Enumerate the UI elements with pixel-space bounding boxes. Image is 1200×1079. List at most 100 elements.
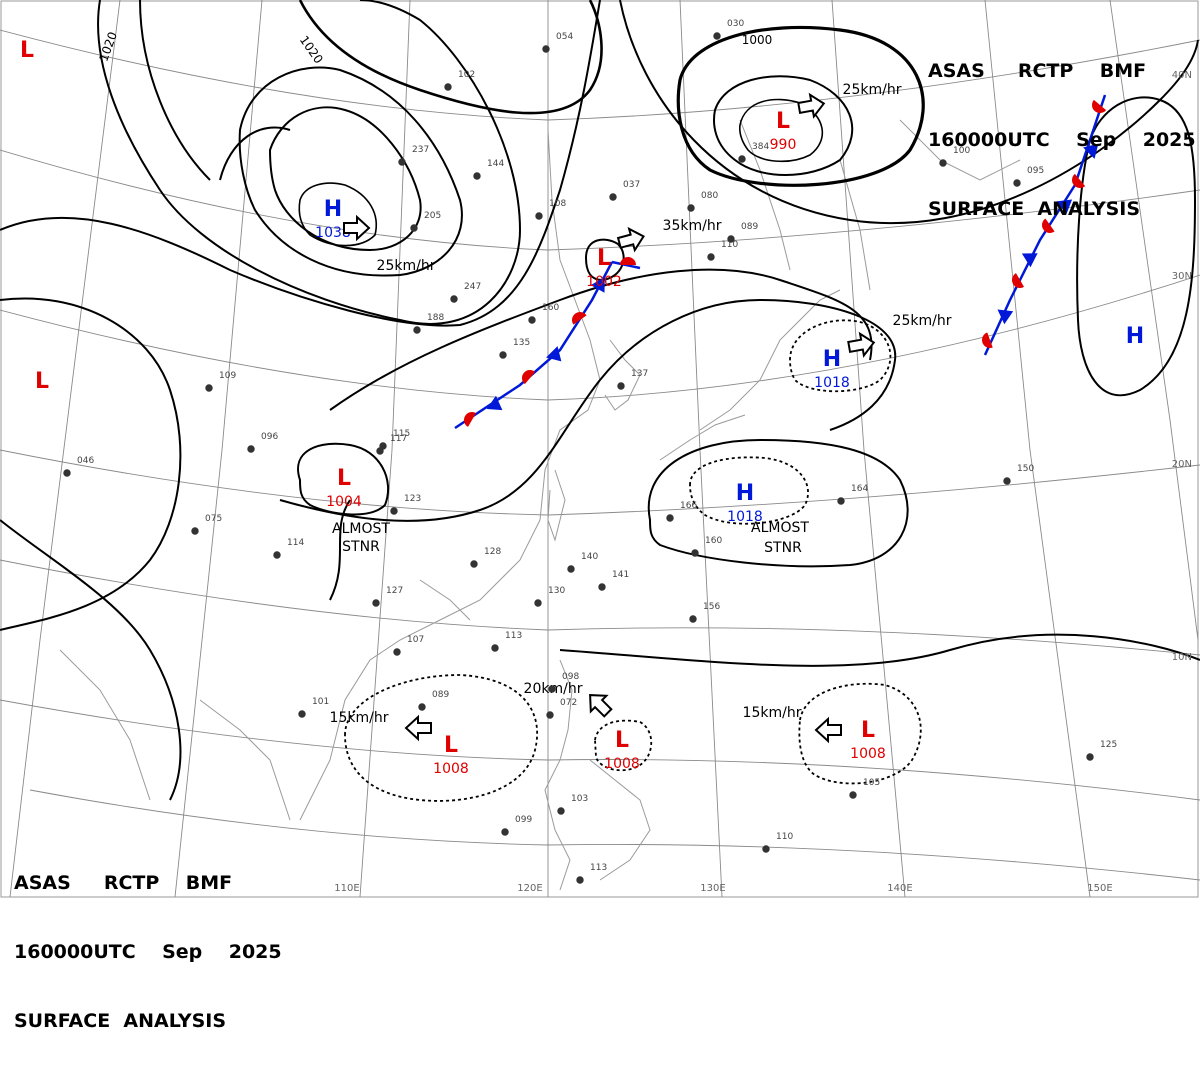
isobar-value-label: 1020 [96,30,120,63]
cold-front-barb [997,309,1014,325]
warm-front-semicircle [464,412,476,427]
isobar-line [1076,96,1197,397]
dashed-isobars [344,319,922,802]
central-pressure-value: 1038 [315,225,351,241]
warm-front-barb [522,370,536,385]
meridian-line [359,0,411,898]
warm-front-semicircle [1042,218,1055,233]
station-marker [738,155,746,163]
cold-front-barb [590,277,605,293]
warm-front-semicircle [1072,173,1086,188]
station-plot: 237 [398,145,429,166]
coastline-path [299,129,601,821]
motion-arrow-shape [343,214,371,242]
station-marker [413,326,421,334]
coastline-path [659,414,746,461]
station-pressure-value: 110 [776,832,793,842]
warm-front-barb [1072,173,1086,188]
station-marker [689,615,697,623]
warm-front-barb [1042,218,1055,233]
station-marker [247,445,255,453]
station-marker [372,599,380,607]
station-plot: 102 [444,70,475,91]
station-plot: 114 [273,538,304,559]
station-pressure-value: 089 [741,222,758,232]
isobar-line [0,0,601,327]
station-pressure-value: 205 [424,211,441,221]
station-pressure-value: 144 [487,159,504,169]
motion-arrow-shape [404,714,432,742]
stationary-note: STNR [764,540,802,556]
high-pressure-center: H [823,347,841,372]
isobar-line [297,442,390,516]
motion-speed-label: 25km/hr [843,82,902,98]
station-plot: 113 [576,863,607,884]
station-marker [666,514,674,522]
meridian-line [984,0,1091,898]
motion-arrow-shape [797,92,826,119]
central-pressure-value: 1008 [433,761,469,777]
meridian-line [831,0,906,898]
parallel-line [0,29,1200,121]
meridian-line [9,0,121,898]
station-plot: 123 [390,494,421,515]
cold-front-barb [1083,143,1099,159]
station-pressure-value: 130 [548,586,565,596]
weather-map: 1020 1020 1000 110E 120E 130E 140E 150E 40N 30N 20… [0,0,1200,1032]
station-pressure-value: 113 [590,863,607,873]
central-pressure-value: 990 [770,137,797,153]
isobar-line [279,298,897,522]
station-marker [398,158,406,166]
parallel-line [0,274,1200,401]
station-pressure-value: 089 [432,690,449,700]
high-pressure-center: H [736,481,754,506]
station-marker [542,45,550,53]
station-pressure-value: 054 [556,32,573,42]
coastline-path [839,159,871,291]
station-pressure-value: 188 [427,313,444,323]
station-pressure-value: 113 [505,631,522,641]
high-pressure-center: H [324,197,342,222]
station-pressure-value: 101 [312,697,329,707]
station-pressure-value: 115 [393,429,410,439]
station-marker [418,703,426,711]
coastline-path [699,289,841,431]
cold-front-barb [1021,253,1038,268]
station-plot: 150 [1003,464,1034,485]
station-plot: 141 [598,570,629,591]
station-pressure-value: 107 [407,635,424,645]
header-bottom: ASAS RCTP BMF 160000UTC Sep 2025 SURFACE… [14,826,282,1079]
station-marker [762,845,770,853]
station-plot: 080 [687,191,718,212]
coastline-path [419,579,471,621]
coastline-path [199,699,291,821]
isobar-line [739,98,824,163]
station-pressure-value: 037 [623,180,640,190]
station-plot: 130 [534,586,565,607]
station-marker [546,711,554,719]
station-marker [713,32,721,40]
motion-speed-label: 25km/hr [377,258,436,274]
parallel-line [29,789,1200,881]
station-pressure-value: 164 [851,484,868,494]
station-plot: 098 [548,672,579,693]
station-marker [687,204,695,212]
station-marker [528,316,536,324]
station-plot: 135 [499,338,530,359]
station-pressure-value: 103 [571,794,588,804]
motion-arrow-shape [814,716,842,744]
station-marker [849,791,857,799]
station-plot: 140 [567,552,598,573]
parallel-line [0,149,1200,251]
station-pressure-value: 160 [542,303,559,313]
isobar-line [238,66,463,277]
header-station-line: ASAS RCTP BMF [928,60,1147,82]
station-marker [501,828,509,836]
station-plot: 075 [191,514,222,535]
meridian-line [1109,0,1199,641]
station-pressure-value: 123 [404,494,421,504]
station-marker [939,159,947,167]
station-plot: 095 [1013,166,1044,187]
station-pressure-value: 237 [412,145,429,155]
motion-speed-label: 15km/hr [330,710,389,726]
